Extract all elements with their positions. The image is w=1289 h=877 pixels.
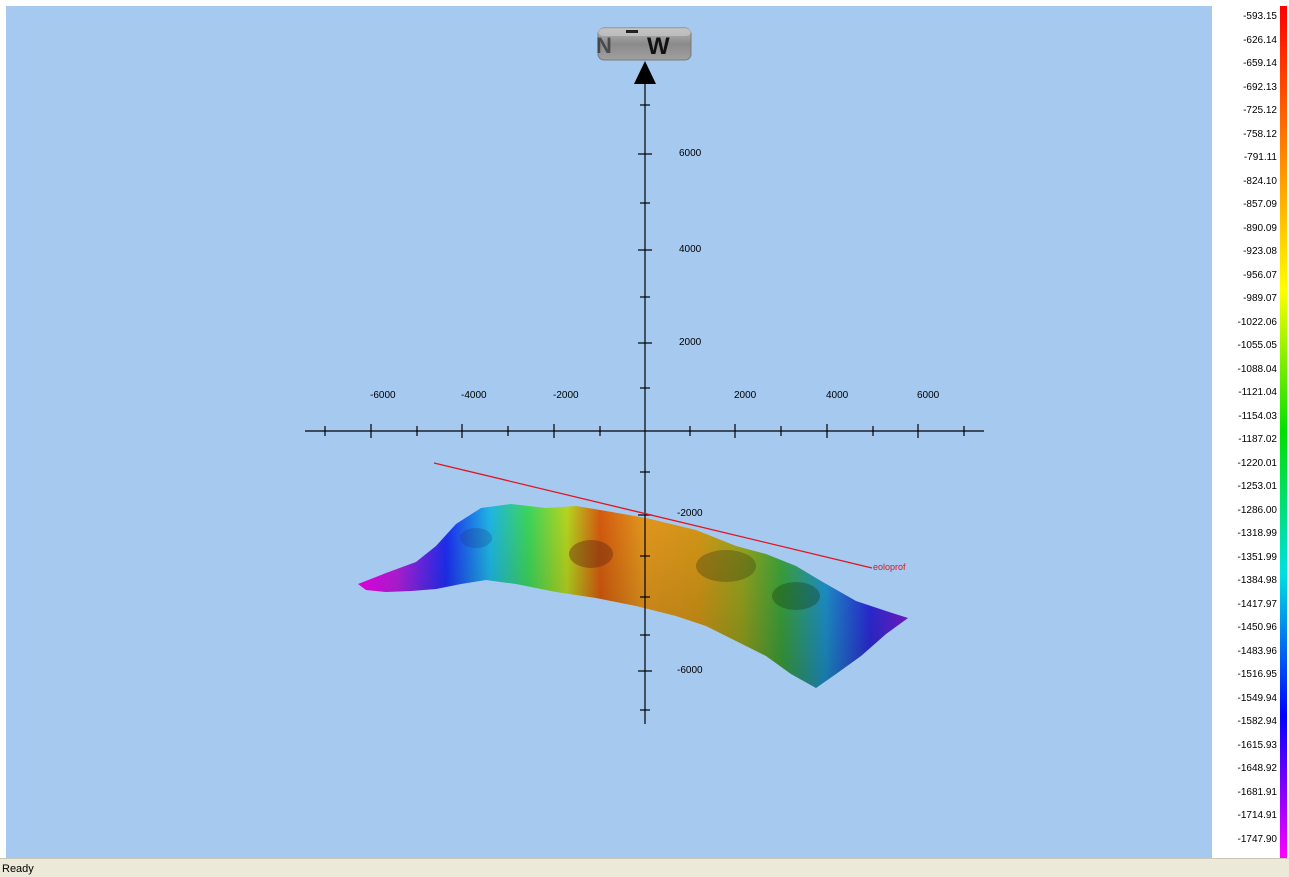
status-text: Ready xyxy=(2,863,34,875)
x-tick-label: -4000 xyxy=(461,390,487,401)
y-axis-arrow xyxy=(634,61,656,84)
depth-legend-value: -989.07 xyxy=(1243,293,1277,304)
depth-legend-value: -1121.04 xyxy=(1238,387,1277,398)
depth-legend-value: -1022.06 xyxy=(1237,316,1277,328)
depth-legend-value: -1714.91 xyxy=(1237,810,1277,821)
depth-legend-value: -1286.00 xyxy=(1237,504,1277,516)
depth-legend-value: -1351.99 xyxy=(1237,551,1277,563)
depth-color-legend: -593.15 -626.14 -659.14 -692.13 -725.12 -758.… xyxy=(1212,6,1289,858)
depth-legend-value: -1384.98 xyxy=(1237,575,1277,586)
bathymetry-surface xyxy=(358,504,908,688)
x-tick-label: 2000 xyxy=(734,390,757,401)
depth-legend-value: -758.12 xyxy=(1243,128,1277,140)
x-tick-label: -6000 xyxy=(370,390,396,401)
depth-legend-value: -1615.93 xyxy=(1237,739,1277,751)
depth-legend-value: -1681.91 xyxy=(1237,786,1277,798)
axes xyxy=(305,81,984,724)
depth-legend-value: -1483.96 xyxy=(1237,645,1277,657)
depth-legend-value: -923.08 xyxy=(1243,246,1277,257)
depth-legend-value: -1187.02 xyxy=(1238,434,1277,445)
y-tick-label: -6000 xyxy=(677,665,703,676)
depth-legend-value: -1648.92 xyxy=(1237,763,1277,774)
compass-mark xyxy=(626,30,638,33)
depth-legend-value: -1516.95 xyxy=(1237,669,1277,680)
depth-legend-value: -1450.96 xyxy=(1237,622,1277,633)
depth-legend-value: -1253.01 xyxy=(1237,481,1277,492)
y-tick-label: 4000 xyxy=(679,244,702,255)
depth-legend-value: -890.09 xyxy=(1243,222,1277,234)
scene-svg[interactable]: -6000 -4000 -2000 2000 4000 6000 6000 40… xyxy=(6,6,1212,858)
depth-legend-value: -1088.04 xyxy=(1237,363,1277,375)
compass-indicator[interactable]: N W xyxy=(596,27,692,61)
profile-line[interactable] xyxy=(433,462,873,569)
compass-letter-w: W xyxy=(647,33,670,60)
depth-legend-value: -1417.97 xyxy=(1237,598,1277,610)
depth-legend-value: -1582.94 xyxy=(1237,716,1277,727)
y-tick-label: 6000 xyxy=(679,148,702,159)
depth-legend-value: -659.14 xyxy=(1243,58,1277,69)
depth-legend-value: -791.11 xyxy=(1243,152,1277,163)
depth-legend-value: -1055.05 xyxy=(1237,340,1277,351)
depth-legend-value: -824.10 xyxy=(1243,175,1277,187)
depth-color-bar xyxy=(1280,6,1287,858)
x-tick-label: 4000 xyxy=(826,390,849,401)
x-axis-labels: -6000 -4000 -2000 2000 4000 6000 xyxy=(370,390,940,401)
depth-legend-value: -692.13 xyxy=(1243,81,1277,93)
y-tick-label: 2000 xyxy=(679,337,702,348)
y-tick-label: -2000 xyxy=(677,508,703,519)
profile-line-label: eoloprof xyxy=(873,562,906,572)
depth-legend-value: -1154.03 xyxy=(1238,410,1277,422)
compass-letter-n: N xyxy=(596,33,612,58)
depth-legend-value: -1747.90 xyxy=(1237,833,1277,845)
y-axis-labels: 6000 4000 2000 -2000 -6000 xyxy=(677,148,703,676)
x-tick-label: -2000 xyxy=(553,390,579,401)
depth-legend-value: -1549.94 xyxy=(1237,692,1277,704)
depth-legend-value: -956.07 xyxy=(1243,269,1277,281)
depth-legend-value: -593.15 xyxy=(1243,11,1277,22)
3d-viewport[interactable]: -6000 -4000 -2000 2000 4000 6000 6000 40… xyxy=(6,6,1212,858)
x-tick-label: 6000 xyxy=(917,390,940,401)
depth-legend-value: -857.09 xyxy=(1243,199,1277,210)
depth-legend-value: -626.14 xyxy=(1243,34,1277,46)
depth-legend-value: -1318.99 xyxy=(1237,528,1277,539)
status-bar: Ready xyxy=(0,858,1289,877)
depth-legend-value: -1220.01 xyxy=(1237,457,1277,469)
depth-legend-value: -725.12 xyxy=(1243,105,1277,116)
